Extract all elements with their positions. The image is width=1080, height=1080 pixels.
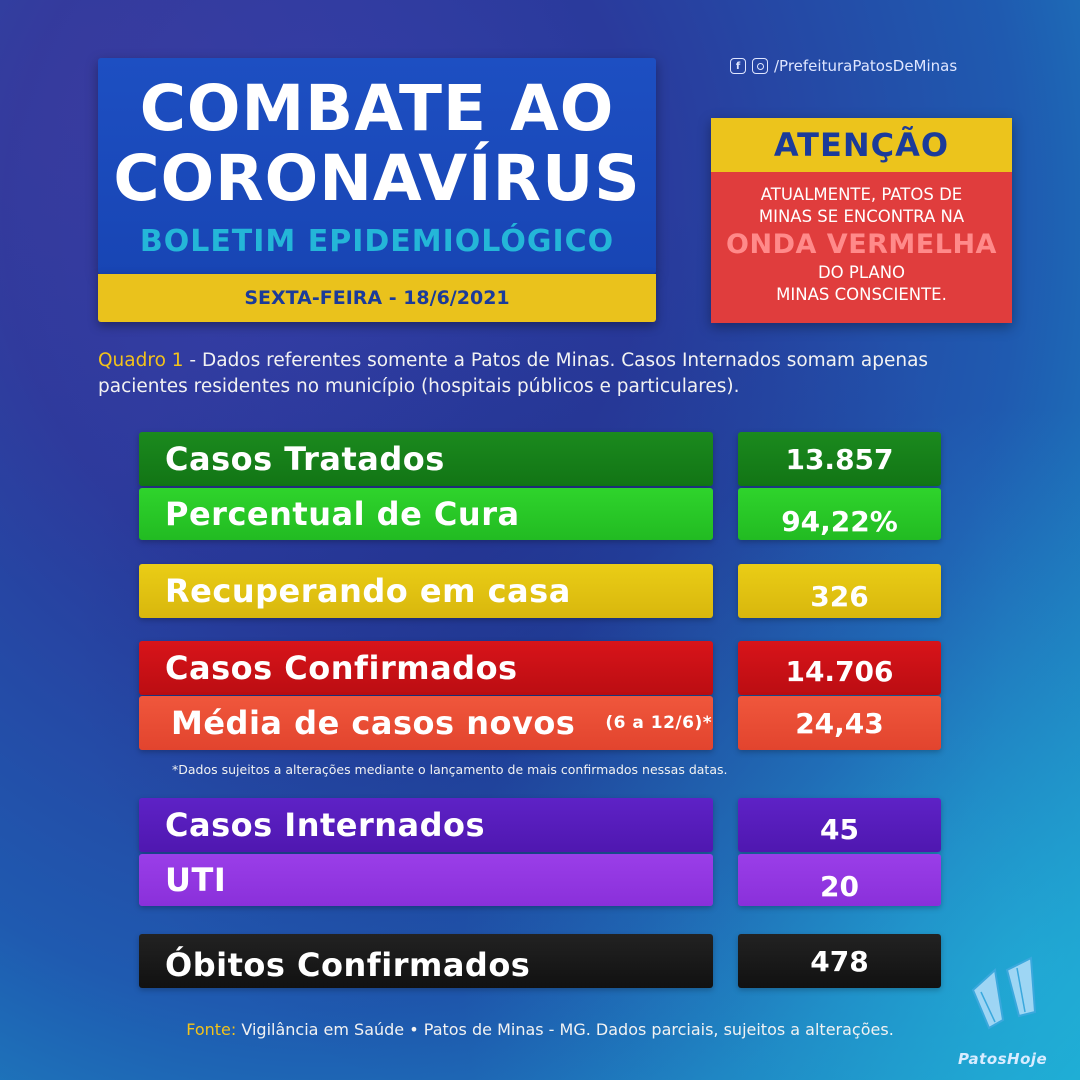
asterisk-note: *Dados sujeitos a alterações mediante o …: [172, 762, 728, 777]
attention-line-3: DO PLANO: [817, 263, 906, 282]
row-label-recuperando: Recuperando em casa: [139, 564, 713, 618]
casos-tratados-value: 13.857: [785, 442, 894, 476]
source-footer: Fonte: Vigilância em Saúde • Patos de Mi…: [0, 1020, 1080, 1039]
media-novos-value: 24,43: [795, 706, 884, 740]
attention-line-4: MINAS CONSCIENTE.: [776, 285, 947, 304]
row-label-obitos: Óbitos Confirmados: [139, 934, 713, 988]
instagram-icon[interactable]: [752, 58, 768, 74]
facebook-icon[interactable]: f: [730, 58, 746, 74]
social-handle[interactable]: f /PrefeituraPatosDeMinas: [730, 55, 957, 77]
footer-text: Vigilância em Saúde • Patos de Minas - M…: [236, 1020, 894, 1039]
social-handle-text[interactable]: /PrefeituraPatosDeMinas: [774, 57, 958, 75]
recuperando-value: 326: [810, 579, 869, 613]
row-label-uti: UTI: [139, 854, 713, 906]
row-value-percentual-cura: 94,22%: [738, 488, 941, 540]
title-card: COMBATE AO CORONAVÍRUS BOLETIM EPIDEMIOL…: [98, 58, 656, 274]
attention-box: ATENÇÃO ATUALMENTE, PATOS DE MINAS SE EN…: [711, 118, 1012, 323]
attention-body: ATUALMENTE, PATOS DE MINAS SE ENCONTRA N…: [711, 172, 1012, 323]
title-line-1: COMBATE AO: [139, 72, 615, 145]
row-label-casos-tratados: Casos Tratados: [139, 432, 713, 486]
media-novos-period: (6 a 12/6)*: [605, 713, 713, 733]
percentual-cura-value: 94,22%: [781, 504, 898, 538]
obitos-label: Óbitos Confirmados: [165, 946, 531, 984]
uti-label: UTI: [165, 861, 227, 899]
date-banner: SEXTA-FEIRA - 18/6/2021: [98, 274, 656, 322]
casos-internados-label: Casos Internados: [165, 806, 486, 844]
casos-internados-value: 45: [820, 812, 859, 846]
attention-line-1: ATUALMENTE, PATOS DE: [760, 185, 963, 204]
uti-value: 20: [820, 869, 859, 903]
row-value-casos-internados: 45: [738, 798, 941, 852]
casos-confirmados-label: Casos Confirmados: [165, 649, 518, 687]
flipper-icon: [971, 956, 1037, 1030]
row-value-casos-confirmados: 14.706: [738, 641, 941, 695]
attention-highlight: ONDA VERMELHA: [726, 229, 997, 260]
media-novos-label: Média de casos novos: [171, 704, 576, 742]
row-label-percentual-cura: Percentual de Cura: [139, 488, 713, 540]
table-note: Quadro 1 - Dados referentes somente a Pa…: [98, 348, 998, 400]
obitos-value: 478: [810, 944, 869, 978]
recuperando-label: Recuperando em casa: [165, 572, 571, 610]
row-value-casos-tratados: 13.857: [738, 432, 941, 486]
note-text: - Dados referentes somente a Patos de Mi…: [98, 350, 929, 397]
percentual-cura-label: Percentual de Cura: [165, 495, 520, 533]
attention-heading: ATENÇÃO: [711, 118, 1012, 172]
row-value-media-novos: 24,43: [738, 696, 941, 750]
attention-line-2: MINAS SE ENCONTRA NA: [758, 207, 965, 226]
date-text: SEXTA-FEIRA - 18/6/2021: [244, 287, 510, 309]
row-label-media-novos: Média de casos novos (6 a 12/6)*: [139, 696, 713, 750]
title-line-2: CORONAVÍRUS: [113, 142, 641, 215]
row-label-casos-internados: Casos Internados: [139, 798, 713, 852]
brand-name: PatosHoje: [958, 1050, 1048, 1068]
subtitle: BOLETIM EPIDEMIOLÓGICO: [139, 224, 615, 259]
note-label: Quadro 1: [98, 350, 184, 371]
row-value-obitos: 478: [738, 934, 941, 988]
row-value-recuperando: 326: [738, 564, 941, 618]
casos-confirmados-value: 14.706: [785, 654, 894, 688]
row-label-casos-confirmados: Casos Confirmados: [139, 641, 713, 695]
footer-label: Fonte:: [186, 1020, 237, 1039]
casos-tratados-label: Casos Tratados: [165, 440, 445, 478]
row-value-uti: 20: [738, 854, 941, 906]
